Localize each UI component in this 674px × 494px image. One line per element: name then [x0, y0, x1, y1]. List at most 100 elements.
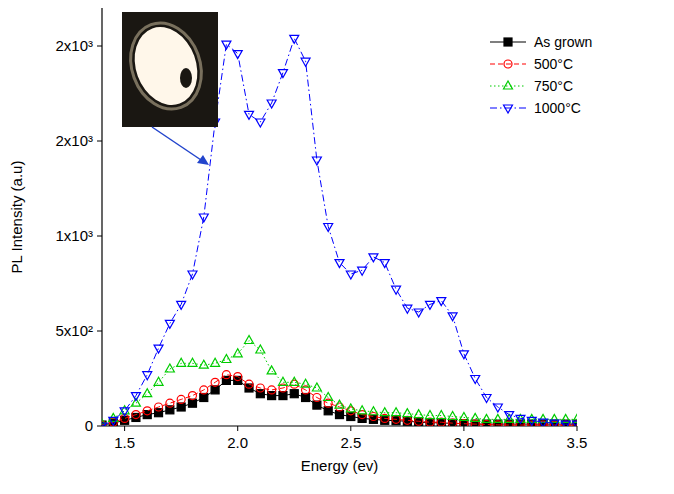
data-point	[290, 377, 299, 385]
y-axis-title: PL Intensity (a.u)	[8, 161, 25, 274]
data-point	[177, 403, 185, 411]
x-tick	[577, 426, 578, 431]
data-point	[448, 313, 457, 321]
data-point	[483, 420, 491, 426]
data-point	[199, 214, 208, 222]
data-point	[188, 271, 197, 279]
data-point	[324, 393, 333, 401]
data-point	[324, 407, 332, 415]
data-point	[200, 394, 208, 402]
inset-photo	[119, 12, 218, 127]
data-point	[312, 157, 321, 165]
data-point	[211, 378, 219, 386]
data-point	[256, 345, 265, 353]
data-point	[459, 412, 468, 420]
data-point	[425, 301, 434, 309]
data-point	[267, 100, 276, 108]
data-point	[573, 421, 578, 426]
data-point	[403, 409, 412, 417]
data-point	[177, 358, 186, 366]
data-point	[482, 414, 491, 422]
x-tick	[350, 426, 351, 431]
data-point	[550, 414, 559, 422]
data-point	[335, 260, 344, 268]
data-point	[471, 413, 480, 421]
data-point	[302, 394, 310, 402]
data-point	[233, 349, 242, 357]
data-point	[155, 403, 163, 411]
data-point	[380, 260, 389, 268]
y-tick	[97, 426, 102, 427]
data-point	[188, 358, 197, 366]
legend-line	[490, 107, 526, 108]
y-tick	[97, 46, 102, 47]
data-point	[437, 418, 445, 426]
data-point	[369, 413, 377, 421]
data-point	[143, 407, 151, 415]
data-point	[132, 411, 140, 419]
series-markers	[102, 371, 577, 426]
data-point	[301, 58, 310, 66]
data-point	[267, 366, 276, 374]
data-point	[233, 51, 242, 59]
data-point	[290, 390, 298, 398]
data-point	[516, 415, 525, 423]
inset-arrow	[152, 127, 204, 162]
data-point	[313, 401, 321, 409]
series-line	[102, 375, 577, 425]
legend-line	[490, 63, 526, 64]
data-point	[278, 377, 287, 385]
data-point	[336, 411, 344, 419]
y-tick-label: 2x10³	[55, 132, 93, 149]
data-point	[290, 35, 299, 43]
data-point	[437, 411, 446, 419]
data-point	[143, 372, 152, 380]
data-point	[381, 416, 389, 424]
y-tick-label: 2x10³	[55, 37, 93, 54]
data-point	[415, 417, 423, 425]
legend-label: As grown	[534, 34, 592, 50]
data-point	[279, 392, 287, 400]
legend: As grown500°C750°C1000°C	[490, 34, 592, 116]
y-tick	[97, 236, 102, 237]
data-point	[312, 383, 321, 391]
data-point	[414, 410, 423, 418]
data-point	[425, 411, 434, 419]
data-point	[222, 371, 230, 379]
series-line	[102, 341, 577, 425]
x-tick	[463, 426, 464, 431]
data-point	[165, 364, 174, 372]
legend-line	[490, 85, 526, 86]
y-tick-label: 0	[85, 417, 93, 434]
data-point	[222, 355, 231, 363]
data-point	[109, 418, 117, 426]
data-point	[482, 395, 491, 403]
data-point	[346, 404, 355, 412]
legend-marker	[504, 81, 513, 89]
data-point	[449, 419, 457, 426]
data-point	[527, 417, 536, 425]
data-point	[313, 394, 321, 402]
legend-label: 500°C	[534, 56, 573, 72]
data-point	[493, 414, 502, 422]
data-point	[188, 399, 196, 407]
data-point	[392, 286, 401, 294]
data-point	[154, 345, 163, 353]
data-point	[188, 392, 196, 400]
data-point	[403, 417, 411, 425]
series-markers	[102, 376, 577, 426]
data-point	[301, 379, 310, 387]
data-point	[437, 298, 446, 306]
data-point	[561, 421, 570, 426]
data-point	[493, 404, 502, 412]
data-point	[505, 414, 514, 422]
data-point	[166, 399, 174, 407]
x-tick	[124, 426, 125, 431]
data-point	[245, 111, 254, 119]
data-point	[539, 419, 548, 426]
data-point	[256, 384, 264, 392]
data-point	[392, 408, 401, 416]
data-point	[102, 423, 107, 426]
data-point	[358, 267, 367, 275]
data-point	[550, 420, 559, 426]
